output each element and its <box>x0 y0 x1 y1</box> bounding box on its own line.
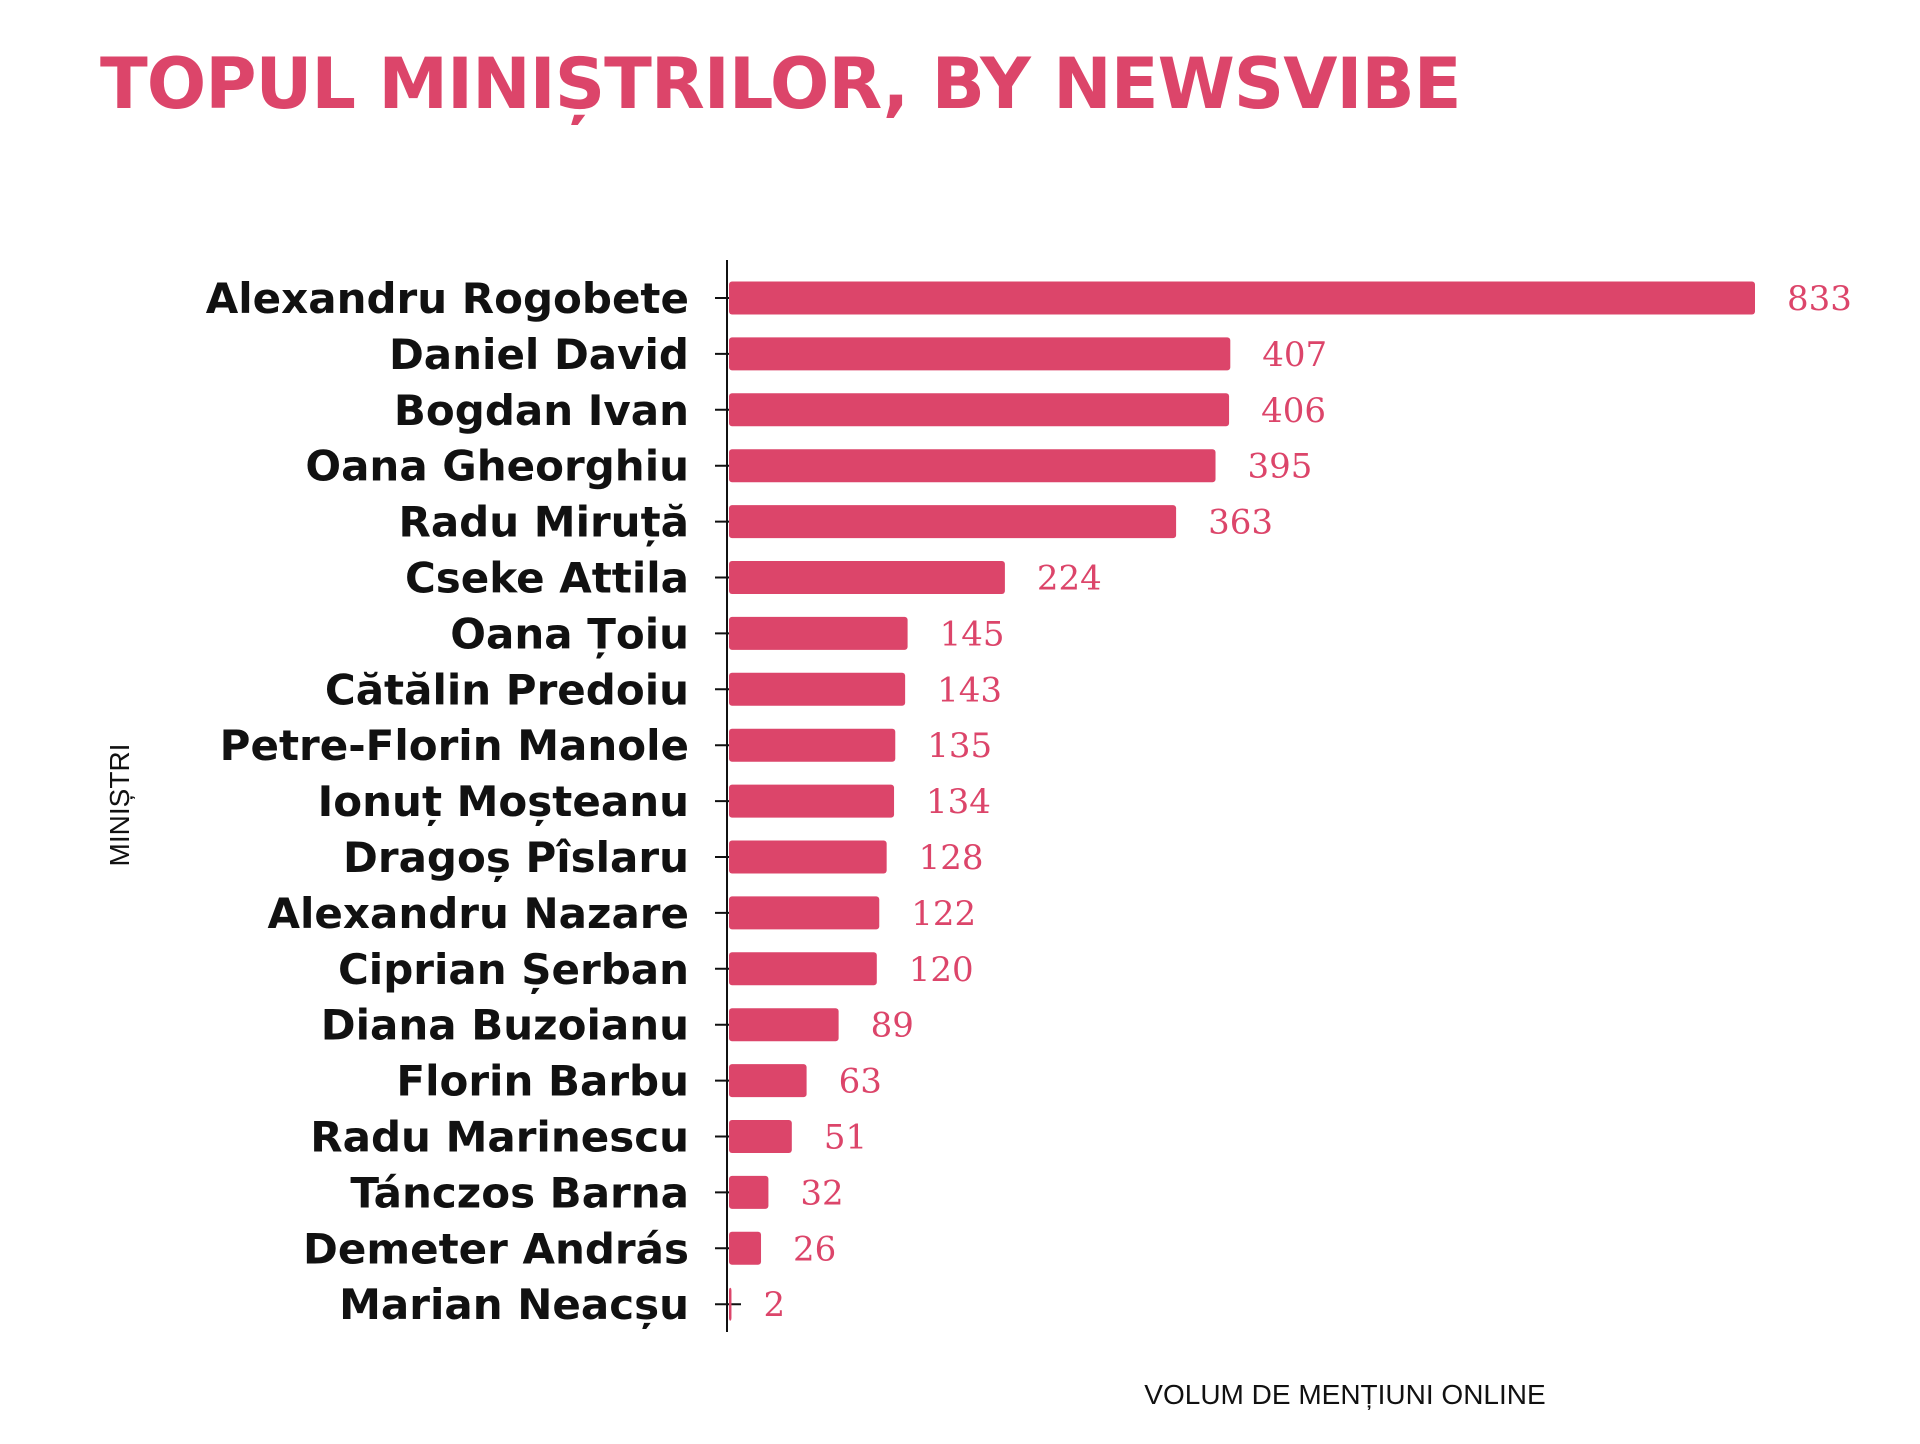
value-label: 26 <box>793 1229 836 1269</box>
category-label: Radu Marinescu <box>310 1113 689 1162</box>
category-label: Daniel David <box>389 330 689 379</box>
value-label: 120 <box>909 950 974 990</box>
category-label: Alexandru Rogobete <box>206 274 689 323</box>
bar <box>729 1231 762 1265</box>
value-label: 122 <box>911 894 976 934</box>
value-label: 145 <box>940 614 1005 654</box>
x-axis-title: VOLUM DE MENȚIUNI ONLINE <box>1144 1379 1545 1410</box>
category-label: Demeter András <box>303 1224 689 1273</box>
bars-group: Alexandru Rogobete 833 Daniel David 407 Bogd… <box>206 274 1852 1330</box>
bar <box>729 1008 839 1042</box>
value-label: 406 <box>1261 391 1326 431</box>
value-label: 2 <box>763 1285 785 1325</box>
y-axis-title: MINIȘTRI <box>104 744 135 867</box>
category-label: Florin Barbu <box>396 1057 689 1106</box>
category-label: Alexandru Nazare <box>268 889 690 938</box>
category-label: Radu Miruță <box>399 498 690 548</box>
value-label: 135 <box>927 726 992 766</box>
bar <box>729 449 1216 483</box>
value-label: 89 <box>871 1006 914 1046</box>
category-label: Ionuț Moșteanu <box>318 777 689 827</box>
category-label: Diana Buzoianu <box>321 1001 689 1050</box>
bar <box>729 896 880 930</box>
category-label: Cseke Attila <box>405 554 689 603</box>
category-label: Bogdan Ivan <box>394 386 689 435</box>
category-label: Tánczos Barna <box>350 1168 689 1217</box>
value-label: 395 <box>1248 447 1313 487</box>
bar <box>729 281 1755 315</box>
bar <box>729 616 908 650</box>
value-label: 32 <box>800 1173 843 1213</box>
bar <box>729 393 1230 427</box>
bar <box>729 728 896 762</box>
category-label: Ciprian Șerban <box>338 945 689 995</box>
bar <box>729 672 906 706</box>
bar <box>729 337 1231 371</box>
value-label: 407 <box>1262 335 1327 375</box>
bar <box>729 1175 769 1209</box>
bar <box>729 561 1005 594</box>
value-label: 224 <box>1037 559 1102 599</box>
value-label: 143 <box>937 670 1002 710</box>
value-label: 51 <box>824 1118 867 1158</box>
value-label: 134 <box>926 782 991 822</box>
category-label: Petre-Florin Manole <box>220 721 689 770</box>
bar <box>729 952 877 986</box>
value-label: 833 <box>1787 279 1852 319</box>
category-label: Cătălin Predoiu <box>325 665 689 714</box>
category-label: Marian Neacșu <box>339 1280 689 1330</box>
bar <box>729 1287 732 1321</box>
category-label: Dragoș Pîslaru <box>343 833 689 883</box>
category-label: Oana Țoiu <box>450 609 689 659</box>
bar <box>729 1064 807 1098</box>
bar <box>729 784 895 818</box>
value-label: 63 <box>839 1062 882 1102</box>
bar <box>729 840 887 874</box>
value-label: 363 <box>1208 503 1273 543</box>
bar <box>729 505 1177 539</box>
value-label: 128 <box>919 838 984 878</box>
category-label: Oana Gheorghiu <box>305 442 689 491</box>
chart-title: TOPUL MINIȘTRILOR, BY NEWSVIBE <box>100 43 1462 125</box>
bar <box>729 1120 792 1153</box>
